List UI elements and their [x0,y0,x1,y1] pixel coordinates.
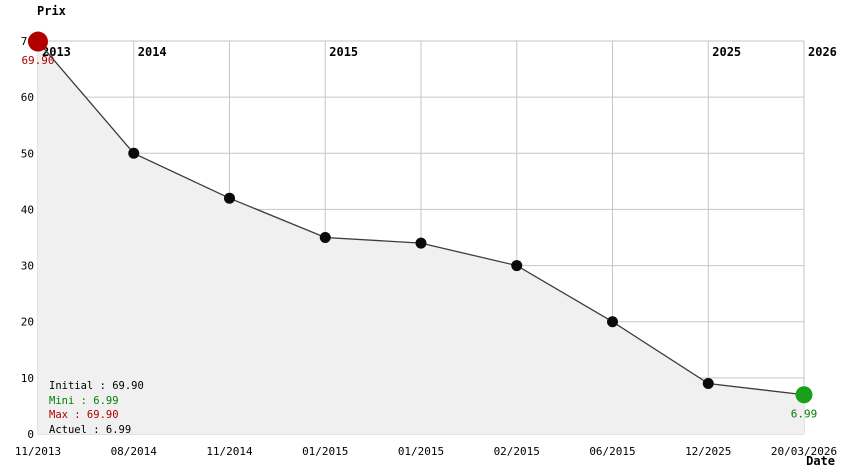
data-point[interactable] [128,147,140,159]
x-tick-label: 12/2025 [685,445,731,458]
year-marker-label: 2025 [712,45,741,59]
y-tick-label: 30 [21,260,34,273]
y-tick-label: 20 [21,316,34,329]
x-tick-label: 20/03/2026 [771,445,837,458]
data-point[interactable] [702,377,714,389]
y-tick-label: 10 [21,372,34,385]
point-value-label: 6.99 [791,407,818,420]
data-point[interactable] [511,260,523,272]
y-tick-label: 40 [21,203,34,216]
x-axis-title: Date [806,454,835,468]
y-tick-label: 50 [21,147,34,160]
point-value-label: 69.90 [21,54,54,67]
x-tick-label: 02/2015 [494,445,540,458]
year-marker-label: 2014 [138,45,167,59]
data-point-initial[interactable] [28,31,48,52]
x-tick-label: 11/2013 [15,445,61,458]
y-tick-label: 0 [27,428,34,441]
legend-item: Mini : 6.99 [49,394,119,407]
x-tick-label: 11/2014 [206,445,253,458]
legend: Initial : 69.90 Mini : 6.99 Max : 69.90 Act… [49,379,144,437]
legend-item: Actuel : 6.99 [49,423,132,436]
year-marker-label: 2015 [329,45,358,59]
data-point-current[interactable] [795,386,813,404]
legend-item: Max : 69.90 [49,409,119,422]
data-point[interactable] [224,192,235,204]
price-area [38,41,804,434]
y-tick-label: 60 [21,91,34,104]
data-point[interactable] [607,316,618,328]
y-axis-title: Prix [37,4,66,18]
x-tick-label: 08/2014 [111,445,158,458]
data-point[interactable] [415,237,427,249]
x-tick-label: 01/2015 [302,445,348,458]
x-tick-label: 01/2015 [398,445,444,458]
legend-item: Initial : 69.90 [49,380,144,392]
data-point[interactable] [319,232,331,243]
x-tick-label: 06/2015 [589,445,635,458]
year-marker-label: 2026 [808,45,837,59]
